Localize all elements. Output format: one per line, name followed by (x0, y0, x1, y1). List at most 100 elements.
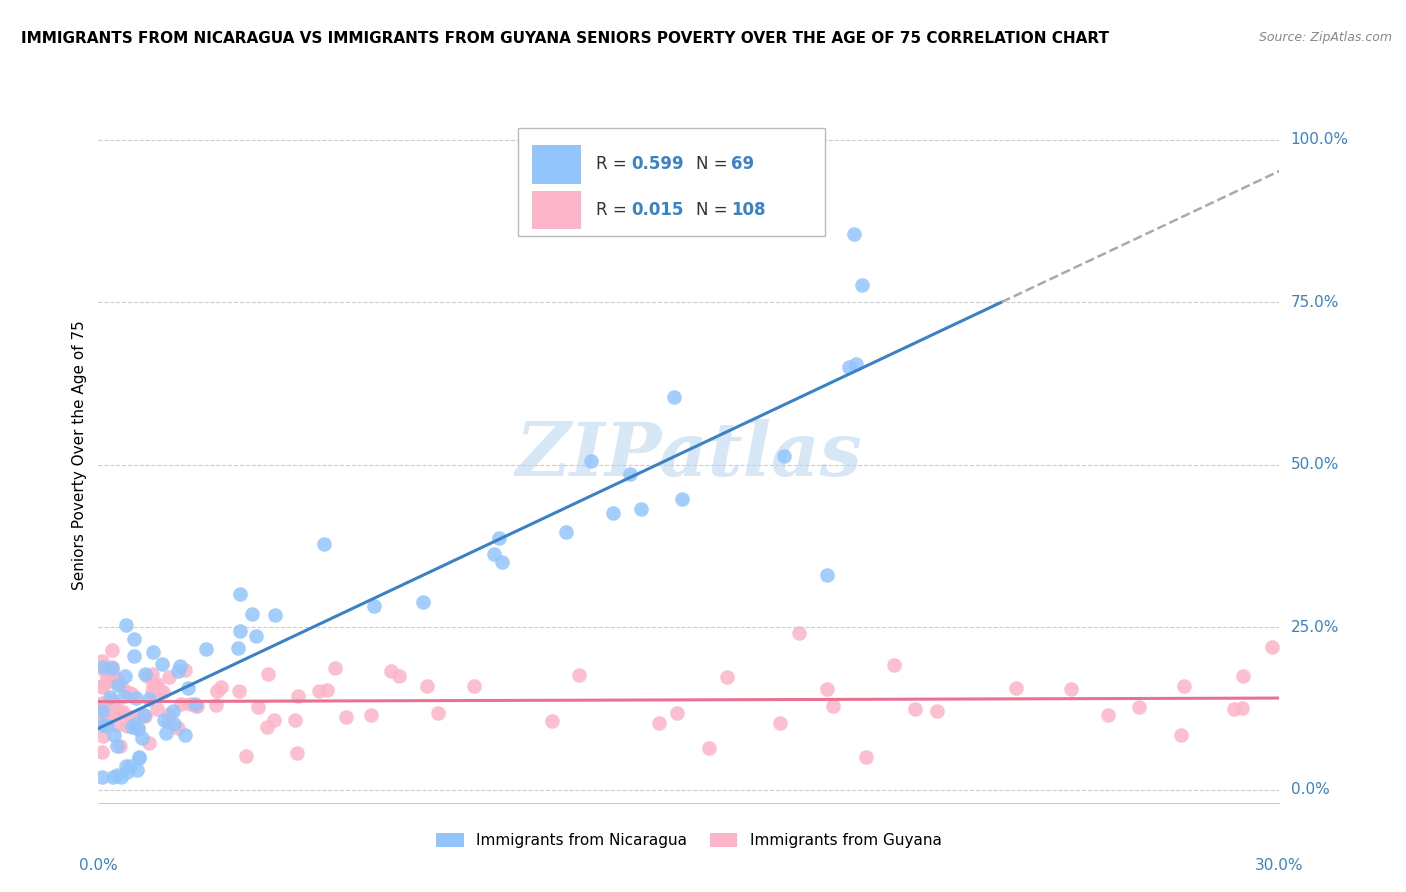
Point (157, 669, 180, 683)
Point (263, 714, 285, 728)
Point (91, 698, 114, 712)
Point (1170, 727, 1192, 741)
Point (150, 657, 173, 671)
Point (122, 632, 145, 646)
Point (118, 758, 141, 772)
Point (388, 669, 411, 683)
Point (323, 660, 346, 674)
Point (101, 660, 124, 674)
Text: 50.0%: 50.0% (1291, 458, 1339, 472)
Point (142, 678, 165, 692)
Point (851, 277, 873, 292)
Point (105, 717, 128, 731)
Point (141, 666, 163, 681)
Y-axis label: Seniors Poverty Over the Age of 75: Seniors Poverty Over the Age of 75 (72, 320, 87, 590)
Point (235, 748, 257, 763)
Point (91, 712, 114, 726)
Point (128, 751, 150, 765)
Point (363, 599, 385, 613)
Point (108, 706, 131, 720)
Point (209, 681, 232, 695)
Point (91, 706, 114, 720)
Point (105, 701, 128, 715)
Point (111, 705, 134, 719)
Point (491, 555, 513, 569)
Point (132, 708, 155, 723)
Point (142, 645, 165, 659)
Point (855, 750, 877, 764)
Point (240, 607, 263, 622)
FancyBboxPatch shape (531, 145, 582, 184)
Point (245, 629, 267, 643)
Point (228, 683, 250, 698)
Point (335, 710, 357, 724)
Point (103, 728, 125, 742)
Point (134, 708, 156, 723)
Point (284, 713, 307, 727)
Point (146, 677, 169, 691)
Point (91, 660, 114, 674)
Point (648, 715, 671, 730)
Text: 0.0%: 0.0% (1291, 782, 1329, 797)
Point (101, 665, 124, 679)
Point (91, 745, 114, 759)
Point (1097, 708, 1119, 723)
Point (107, 678, 129, 692)
Point (773, 449, 796, 463)
Point (662, 390, 685, 404)
Point (380, 664, 402, 678)
Point (114, 758, 136, 772)
Point (312, 537, 335, 551)
Point (316, 682, 339, 697)
Point (845, 358, 868, 372)
Point (463, 679, 485, 693)
Point (91, 729, 114, 743)
Point (127, 721, 149, 735)
Point (1060, 681, 1083, 696)
Point (226, 640, 249, 655)
Point (256, 720, 278, 734)
Point (110, 678, 132, 692)
Point (205, 698, 228, 712)
Point (134, 667, 156, 681)
Point (285, 746, 308, 760)
Legend: Immigrants from Nicaragua, Immigrants from Guyana: Immigrants from Nicaragua, Immigrants fr… (430, 827, 948, 855)
Point (186, 699, 208, 714)
Point (98, 690, 121, 705)
Point (96, 719, 118, 733)
Text: R =: R = (596, 201, 631, 219)
Point (125, 711, 148, 725)
Point (697, 740, 720, 755)
Point (844, 227, 866, 241)
Point (1232, 701, 1254, 715)
Point (665, 706, 688, 721)
Point (287, 689, 309, 703)
Text: 0.599: 0.599 (631, 155, 683, 173)
Point (177, 681, 200, 695)
Point (579, 454, 602, 468)
Point (925, 704, 948, 718)
Point (91, 705, 114, 719)
Text: 0.015: 0.015 (631, 201, 683, 219)
Point (1223, 702, 1246, 716)
Point (114, 669, 136, 683)
Point (152, 685, 174, 699)
Point (257, 667, 280, 681)
Point (619, 467, 641, 482)
Point (104, 670, 127, 684)
Point (91, 696, 114, 710)
Point (183, 697, 205, 711)
Point (838, 359, 860, 374)
Point (1173, 679, 1195, 693)
Point (124, 691, 146, 706)
Point (125, 763, 148, 777)
Point (264, 608, 287, 623)
Point (179, 698, 201, 712)
Text: 25.0%: 25.0% (1291, 620, 1339, 635)
Point (94, 675, 117, 690)
Point (100, 695, 122, 709)
Point (1232, 669, 1254, 683)
Point (115, 617, 138, 632)
Point (115, 764, 138, 779)
Point (360, 708, 382, 723)
